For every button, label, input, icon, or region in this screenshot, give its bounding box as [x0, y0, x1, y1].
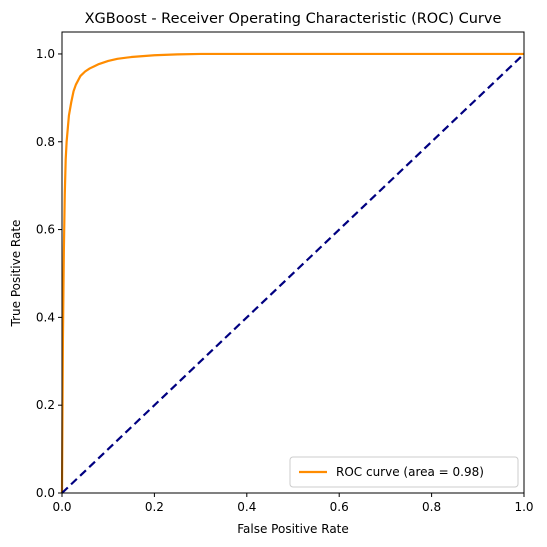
y-tick-label: 0.0 — [36, 486, 55, 500]
legend-box — [289, 456, 519, 488]
x-tick-label: 0.4 — [237, 500, 256, 514]
x-tick-label: 0.2 — [145, 500, 164, 514]
plot-frame — [61, 31, 525, 494]
y-tick-label: 0.4 — [36, 310, 55, 324]
x-axis-title: False Positive Rate — [237, 522, 349, 536]
legend: ROC curve (area = 0.98) — [289, 456, 519, 488]
plot-area — [60, 31, 525, 494]
y-tick-label: 0.6 — [36, 223, 55, 237]
x-tick-label: 0.8 — [422, 500, 441, 514]
x-tick-label: 0.6 — [330, 500, 349, 514]
chance-line — [61, 53, 525, 494]
x-tick-label: 0.0 — [52, 500, 71, 514]
legend-label: ROC curve (area = 0.98) — [336, 465, 484, 479]
axis-ticks: 0.0 0.2 0.4 0.6 0.8 1.0 0.0 0.2 0.4 0.6 0.8 1.0 — [36, 47, 534, 514]
y-axis-title: True Positive Rate — [9, 220, 23, 328]
roc-curve-line — [60, 52, 524, 494]
y-tick-label: 0.2 — [36, 398, 55, 412]
x-tick-label: 1.0 — [514, 500, 533, 514]
y-tick-label: 1.0 — [36, 47, 55, 61]
y-tick-label: 0.8 — [36, 135, 55, 149]
chart-title: XGBoost - Receiver Operating Characteris… — [85, 11, 502, 27]
